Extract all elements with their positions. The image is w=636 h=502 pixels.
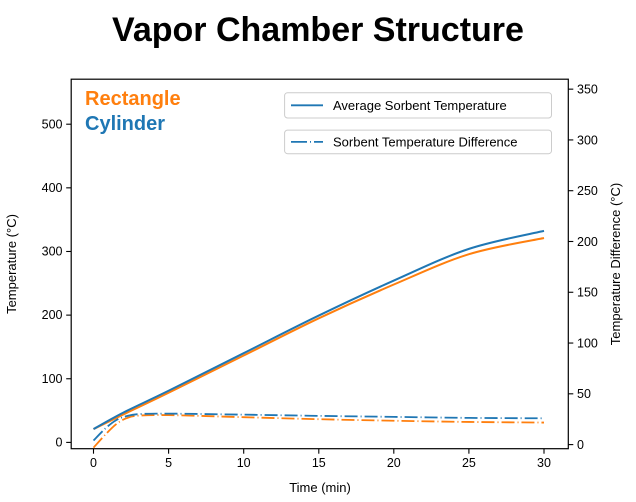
svg-text:Sorbent Temperature Difference: Sorbent Temperature Difference xyxy=(333,134,518,149)
svg-text:Rectangle: Rectangle xyxy=(85,88,181,110)
svg-text:Temperature (°C): Temperature (°C) xyxy=(4,214,19,314)
svg-text:10: 10 xyxy=(237,456,251,470)
svg-text:15: 15 xyxy=(312,456,326,470)
svg-text:500: 500 xyxy=(42,117,63,131)
svg-text:Temperature Difference (°C): Temperature Difference (°C) xyxy=(608,183,623,345)
svg-text:400: 400 xyxy=(42,181,63,195)
svg-text:200: 200 xyxy=(577,235,598,249)
svg-text:150: 150 xyxy=(577,286,598,300)
svg-text:Cylinder: Cylinder xyxy=(85,113,165,135)
svg-text:Average Sorbent Temperature: Average Sorbent Temperature xyxy=(333,98,507,113)
svg-text:20: 20 xyxy=(387,456,401,470)
svg-text:5: 5 xyxy=(165,456,172,470)
svg-text:0: 0 xyxy=(56,436,63,450)
svg-text:Time (min): Time (min) xyxy=(289,480,351,495)
svg-text:250: 250 xyxy=(577,184,598,198)
svg-text:30: 30 xyxy=(537,456,551,470)
svg-text:25: 25 xyxy=(462,456,476,470)
svg-text:200: 200 xyxy=(42,308,63,322)
svg-text:100: 100 xyxy=(42,372,63,386)
svg-text:50: 50 xyxy=(577,387,591,401)
svg-text:350: 350 xyxy=(577,83,598,97)
svg-text:300: 300 xyxy=(577,133,598,147)
svg-text:100: 100 xyxy=(577,336,598,350)
svg-text:300: 300 xyxy=(42,245,63,259)
svg-text:0: 0 xyxy=(577,438,584,452)
svg-text:0: 0 xyxy=(90,456,97,470)
